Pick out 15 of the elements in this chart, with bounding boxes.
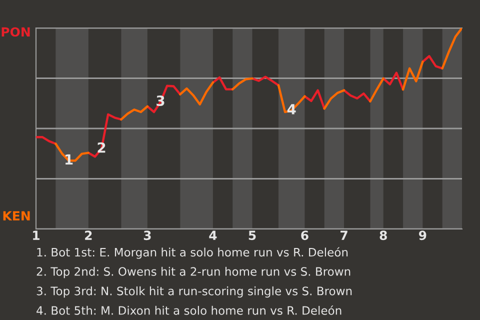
text: 2. Top 2nd: S. Owens hit a 2-run home run vs S. Brown bbox=[36, 266, 350, 278]
text: KEN bbox=[3, 211, 30, 220]
x-tick-label: 2 bbox=[85, 230, 92, 240]
text: 3. Top 3rd: N. Stolk hit a run-scoring single vs S. Brown bbox=[36, 286, 352, 298]
text: 4. Bot 5th: M. Dixon hit a solo home run vs R. Deleón bbox=[36, 305, 342, 315]
x-tick-label: 4 bbox=[209, 230, 217, 240]
x-tick-label: 6 bbox=[301, 230, 308, 240]
text: PON bbox=[2, 27, 30, 37]
x-tick-label: 8 bbox=[380, 230, 387, 240]
text: 1. Bot 1st: E. Morgan hit a solo home run vs R. Deleón bbox=[37, 247, 348, 259]
x-tick-label: 5 bbox=[248, 230, 256, 240]
x-tick-label: 3 bbox=[144, 230, 151, 240]
x-tick-label: 1 bbox=[33, 230, 40, 240]
x-tick-label: 9 bbox=[418, 230, 426, 240]
x-tick-label: 7 bbox=[340, 230, 348, 240]
